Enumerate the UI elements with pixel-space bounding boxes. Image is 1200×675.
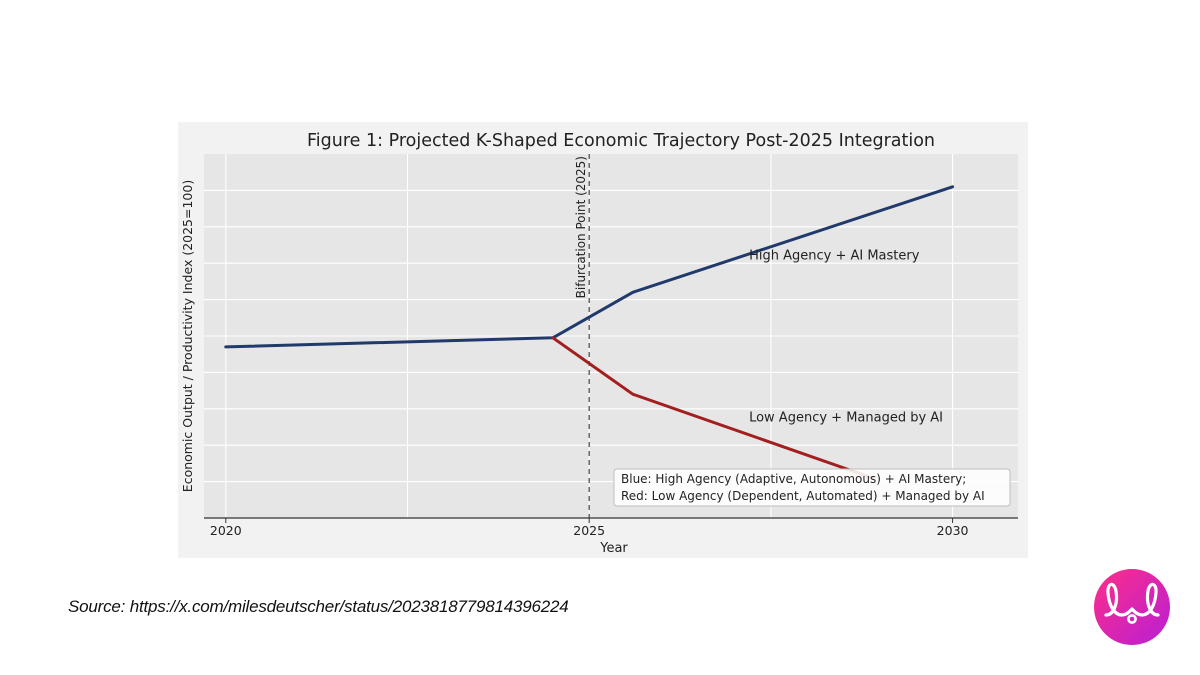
grid-lines [204, 154, 1018, 518]
annotation-high-label: High Agency + AI Mastery [749, 249, 920, 264]
bifurcation-label: Bifurcation Point (2025) [574, 156, 588, 298]
x-tick-label-2025: 2025 [573, 523, 605, 538]
series-lines [224, 185, 955, 480]
series-low-agency-line [551, 336, 875, 480]
legend-line-red: Red: Low Agency (Dependent, Automated) +… [621, 489, 985, 503]
x-tick-label-2020: 2020 [210, 523, 242, 538]
brand-logo-icon [1094, 569, 1170, 645]
chart-title: Figure 1: Projected K-Shaped Economic Tr… [307, 131, 935, 151]
chart-svg: Bifurcation Point (2025) 2020 2025 2030 Hi… [180, 131, 1018, 556]
legend: Blue: High Agency (Adaptive, Autonomous)… [613, 468, 1011, 507]
x-ticks: 2020 2025 2030 [210, 518, 969, 538]
y-axis-label: Economic Output / Productivity Index (20… [180, 180, 195, 492]
x-axis-label: Year [599, 541, 628, 556]
legend-frame [613, 468, 1011, 507]
series-high-agency-line [224, 185, 955, 349]
chart-figure: Bifurcation Point (2025) 2020 2025 2030 Hi… [178, 122, 1028, 558]
source-note: Source: https://x.com/milesdeutscher/sta… [68, 597, 569, 616]
bifurcation-marker: Bifurcation Point (2025) [574, 154, 590, 518]
legend-line-blue: Blue: High Agency (Adaptive, Autonomous)… [621, 472, 966, 486]
annotations: High Agency + AI Mastery Low Agency + Man… [749, 249, 943, 426]
annotation-low-label: Low Agency + Managed by AI [749, 411, 943, 426]
x-tick-label-2030: 2030 [937, 523, 969, 538]
